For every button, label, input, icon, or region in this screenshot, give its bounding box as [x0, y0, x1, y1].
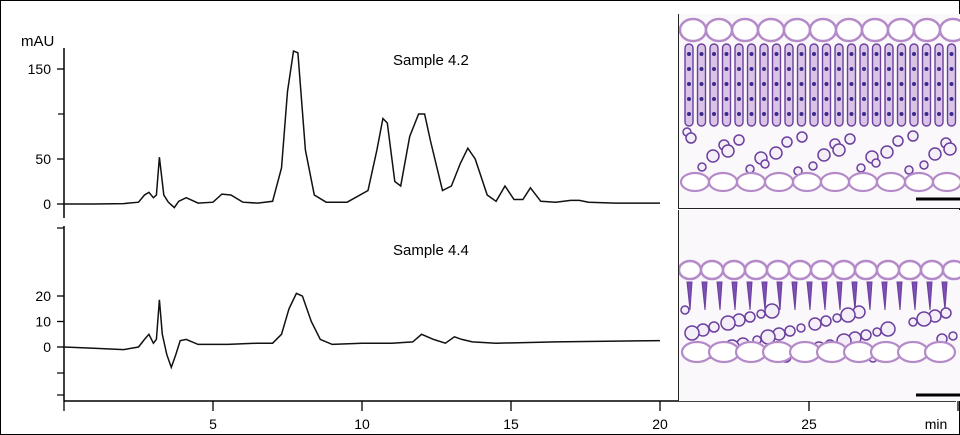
- x-tick-label-2: 15: [503, 416, 519, 432]
- sample-4-2-label: Sample 4.2: [393, 52, 469, 69]
- y-axis-ticks-bottom: 0 10 20: [35, 227, 64, 396]
- y-tick-label-1-2: 20: [35, 288, 51, 304]
- chromatogram-trace-sample-4-4: [63, 292, 661, 370]
- y-unit-label: mAU: [21, 33, 54, 50]
- x-tick-label-4: 25: [801, 416, 817, 432]
- y-axis-ticks-top: 0 50 150: [28, 61, 64, 212]
- x-axis-ticks: 5 10 15 20 25 min: [63, 401, 959, 432]
- y-tick-label-0-0: 0: [43, 196, 51, 212]
- x-tick-label-1: 10: [354, 416, 370, 432]
- chromatogram-trace-sample-4-2: [64, 49, 660, 209]
- micrograph-top-drawing: [679, 14, 960, 208]
- y-tick-label-0-1: 50: [35, 151, 51, 167]
- x-tick-label-0: 5: [209, 416, 217, 432]
- micrograph-bottom-drawing: [679, 210, 960, 401]
- micrograph-top: [678, 14, 960, 209]
- y-tick-label-0-2: 150: [28, 61, 52, 77]
- x-axis-unit-label: min: [925, 416, 948, 432]
- y-tick-label-1-0: 0: [43, 339, 51, 355]
- y-tick-label-1-1: 10: [35, 314, 51, 330]
- sample-4-4-label: Sample 4.4: [393, 242, 469, 259]
- micrograph-bottom: [678, 210, 960, 401]
- x-tick-label-3: 20: [652, 416, 668, 432]
